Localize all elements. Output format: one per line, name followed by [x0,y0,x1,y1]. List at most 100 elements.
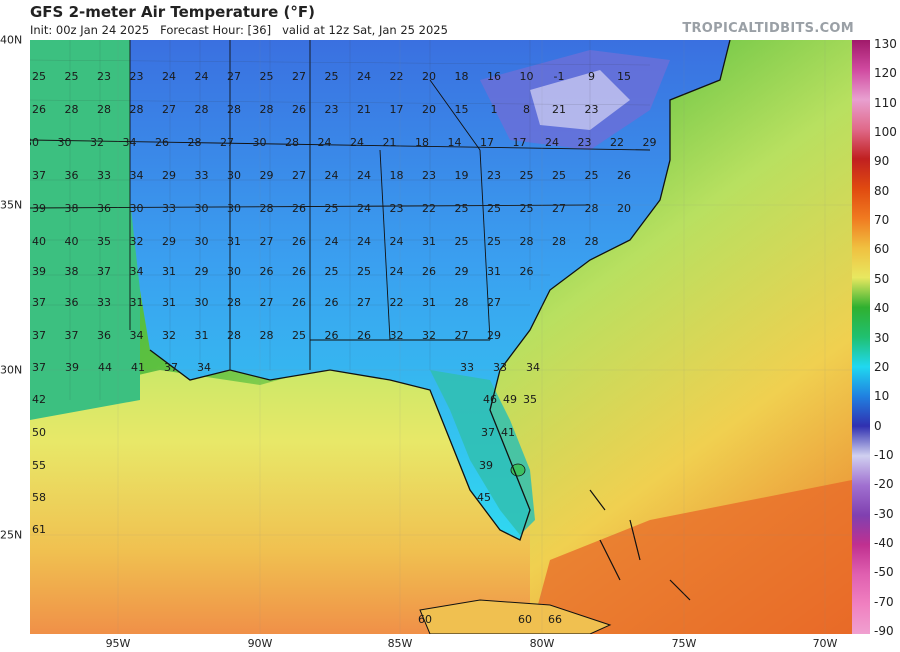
station-temperature: 27 [260,296,274,309]
station-temperature: 27 [220,136,234,149]
station-temperature: 42 [32,393,46,406]
station-temperature: 25 [325,202,339,215]
station-temperature: 28 [585,202,599,215]
station-temperature: 35 [523,393,537,406]
station-temperature: 20 [422,103,436,116]
station-temperature: 10 [520,70,534,83]
station-temperature: 61 [32,523,46,536]
station-temperature: 25 [455,235,469,248]
station-temperature: 18 [390,169,404,182]
station-temperature: 17 [390,103,404,116]
station-temperature: 29 [162,169,176,182]
station-temperature: 66 [548,613,562,626]
station-temperature: 15 [617,70,631,83]
station-temperature: 22 [610,136,624,149]
station-temperature: 24 [162,70,176,83]
station-temperature: 20 [422,70,436,83]
bahamas-islands [589,489,691,601]
forecast-hour: Forecast Hour: [36] [160,23,272,37]
colorbar-tick-label: 10 [874,389,890,404]
station-temperature: 27 [162,103,176,116]
station-temperature: 23 [578,136,592,149]
lon-label-95w: 95W [105,637,131,650]
station-temperature: 39 [32,202,46,215]
station-temperature: 33 [97,296,111,309]
colorbar-tick-label: -20 [874,477,894,492]
station-temperature: 30 [227,202,241,215]
station-temperature: 45 [477,491,491,504]
station-temperature: 28 [260,329,274,342]
lon-label-90w: 90W [247,637,273,650]
station-temperature: 28 [285,136,299,149]
cuba-island [419,599,612,634]
station-temperature: 39 [32,265,46,278]
station-temperature: 18 [415,136,429,149]
graticule [30,40,852,634]
colorbar-tick-label: 120 [874,66,897,81]
station-temperature: 24 [325,235,339,248]
station-temperature: 34 [197,361,211,374]
station-temperature: 25 [520,202,534,215]
state-borders [30,40,651,370]
station-temperature: 36 [65,296,79,309]
station-temperature: 26 [292,296,306,309]
colorbar-tick-label: 90 [874,154,890,169]
station-temperature: 25 [65,70,79,83]
lat-label-30n: 30N [0,363,23,377]
station-temperature: 38 [65,265,79,278]
station-temperature: 33 [460,361,474,374]
station-temperature: 17 [513,136,527,149]
station-temperature: -1 [554,70,565,83]
station-temperature: 25 [325,70,339,83]
station-temperature: 31 [195,329,209,342]
station-temperature: 30 [253,136,267,149]
station-temperature: 18 [455,70,469,83]
station-temperature: 26 [292,235,306,248]
colorbar-tick-label: 50 [874,271,890,286]
station-temperature: 14 [448,136,462,149]
station-temperature: 36 [65,169,79,182]
station-temperature: 24 [545,136,559,149]
station-temperature: 23 [325,103,339,116]
station-temperature: 23 [130,70,144,83]
colorbar-tick-label: 100 [874,125,897,140]
temperature-colorbar [852,40,870,634]
station-temperature: 26 [325,296,339,309]
colorbar-tick-label: 130 [874,37,897,51]
colorbar-tick-label: 0 [874,418,882,433]
station-temperature: 26 [292,202,306,215]
station-temperature: 28 [520,235,534,248]
station-temperature: 17 [480,136,494,149]
station-temperature: 16 [487,70,501,83]
station-temperature: 27 [487,296,501,309]
colorbar-tick-label: -30 [874,506,894,521]
station-temperature: 27 [292,169,306,182]
station-temperature: 41 [131,361,145,374]
station-temperature: 22 [390,70,404,83]
lon-label-80w: 80W [529,637,555,650]
station-temperature: 37 [481,426,495,439]
station-temperature: 25 [357,265,371,278]
colorbar-tick-label: -10 [874,447,894,462]
station-temperature: 8 [523,103,530,116]
lon-label-70w: 70W [812,637,838,650]
station-temperature: 34 [130,265,144,278]
station-temperature: 29 [487,329,501,342]
colorbar-tick-label: -40 [874,535,894,550]
station-temperature: 28 [227,296,241,309]
station-temperature: 33 [162,202,176,215]
colorbar-tick-label: -90 [874,624,894,638]
station-temperature: 25 [32,70,46,83]
station-temperature: 29 [195,265,209,278]
southeast-us-land [130,40,730,540]
lake-okeechobee [510,463,526,477]
station-temperature: 37 [97,265,111,278]
station-temperature: 28 [65,103,79,116]
station-temperature: 30 [227,265,241,278]
station-temperature: 37 [32,329,46,342]
station-temperature: 26 [32,103,46,116]
map-subtitle: Init: 00z Jan 24 2025 Forecast Hour: [36… [30,23,448,37]
station-temperature: 31 [487,265,501,278]
station-temperature: 26 [422,265,436,278]
